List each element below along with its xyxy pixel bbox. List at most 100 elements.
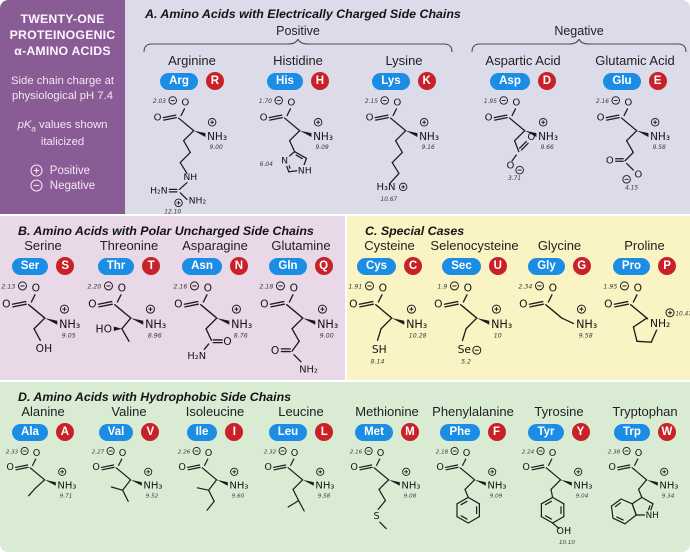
svg-text:H₂N: H₂N [150, 186, 168, 197]
code-badges: Thr T [97, 256, 161, 276]
svg-text:10.67: 10.67 [381, 197, 398, 203]
svg-text:O: O [527, 132, 535, 143]
chemical-structure-cys: 1.91 O O NH₃ 10.28 SH 8.14 [348, 281, 427, 365]
one-letter-code-badge: K [417, 72, 436, 90]
svg-text:NH₃: NH₃ [59, 318, 80, 331]
amino-acid-card-cys: Cysteine Cys C 1.91 O O NH₃ 10.28 SH 8.14 [347, 238, 432, 377]
section-a-groups: Positive Arginine Arg R 2.03 O O NH₃ 9.00 NH H₂N NH… [125, 24, 690, 218]
amino-acid-name: Selenocysteine [430, 238, 519, 253]
one-letter-code-badge: C [404, 257, 423, 275]
svg-text:10.10: 10.10 [559, 540, 575, 546]
amino-acid-card-gln: Glutamine Gln Q 2.18 O O NH₃ 9.00 O NH₂ [258, 238, 344, 377]
svg-text:9.58: 9.58 [653, 145, 666, 151]
svg-text:OH: OH [556, 526, 571, 537]
amino-acid-card-gly: Glycine Gly G 2.34 O O NH₃ 9.58 [517, 238, 602, 377]
svg-text:2.32: 2.32 [264, 449, 277, 455]
code-badges: Tyr Y [528, 422, 590, 442]
amino-acid-name: Valine [111, 404, 147, 419]
section-b-polar-uncharged: B. Amino Acids with Polar Uncharged Side… [0, 216, 345, 380]
sidebar-title: TWENTY-ONE PROTEINOGENIC α-AMINO ACIDS [7, 12, 118, 60]
svg-text:9.34: 9.34 [662, 493, 675, 499]
svg-text:O: O [260, 297, 268, 310]
svg-text:NH₂: NH₂ [189, 196, 207, 207]
svg-text:O: O [608, 462, 616, 473]
svg-text:O: O [378, 281, 386, 294]
svg-text:2.13: 2.13 [1, 284, 15, 291]
group-cards: Aspartic Acid Asp D 1.95 O O NH₃ 9.66 O O 3.71 Glut… [467, 53, 690, 218]
code-badges: Ser S [11, 256, 75, 276]
code-badges: Met M [355, 422, 419, 442]
amino-acid-name: Tryptophan [612, 404, 678, 419]
amino-acid-name: Leucine [278, 404, 324, 419]
svg-text:NH₃: NH₃ [487, 481, 506, 492]
svg-text:9.05: 9.05 [62, 333, 76, 340]
chemical-structure-gly: 2.34 O O NH₃ 9.58 [518, 281, 597, 339]
chemical-structure-arg: 2.03 O O NH₃ 9.00 NH H₂N NH₂ 12.10 [150, 96, 227, 216]
svg-text:O: O [506, 160, 514, 171]
svg-text:O: O [377, 448, 385, 459]
svg-text:5.2: 5.2 [461, 359, 471, 366]
three-letter-code-badge: Phe [440, 423, 480, 441]
svg-text:10.28: 10.28 [408, 333, 426, 340]
svg-text:NH₃: NH₃ [659, 481, 678, 492]
code-badges: Pro P [612, 256, 677, 276]
sidebar-title-line1: TWENTY-ONE [20, 12, 105, 26]
amino-acid-card-phe: Phenylalanine Phe F 2.18 O O NH₃ 9.09 [430, 404, 516, 547]
amino-acid-card-leu: Leucine Leu L 2.32 O O NH₃ 9.58 [258, 404, 344, 547]
three-letter-code-badge: Asp [490, 72, 530, 90]
svg-text:O: O [606, 155, 614, 166]
chemical-structure-ser: 2.13 O O NH₃ 9.05 OH [1, 281, 80, 355]
svg-text:2.16: 2.16 [173, 284, 187, 291]
svg-text:2.34: 2.34 [518, 284, 532, 291]
svg-text:O: O [178, 462, 186, 473]
three-letter-code-badge: Arg [160, 72, 198, 90]
three-letter-code-badge: Gln [269, 257, 307, 275]
one-letter-code-badge: S [56, 257, 75, 275]
one-letter-code-badge: N [229, 257, 248, 275]
svg-text:O: O [204, 281, 212, 294]
pka-note-rest: values shown italicized [35, 118, 108, 148]
amino-acid-card-sec: Selenocysteine Sec U 1.9 O O NH₃ 10 Se 5.2 [430, 238, 519, 377]
three-letter-code-badge: Asn [182, 257, 222, 275]
svg-text:NH₃: NH₃ [143, 481, 162, 492]
code-badges: Gln Q [269, 256, 333, 276]
one-letter-code-badge: A [55, 423, 74, 441]
amino-acid-card-his: Histidine His H 1.70 O O NH₃ 9.09 N NH 6.04 [245, 53, 351, 218]
svg-text:O: O [634, 170, 642, 181]
svg-text:2.26: 2.26 [178, 449, 191, 455]
svg-text:O: O [290, 281, 298, 294]
svg-text:O: O [287, 97, 295, 108]
amino-acid-card-trp: Tryptophan Trp W 2.38 O O NH₃ 9.34 NH [602, 404, 688, 547]
three-letter-code-badge: Gly [528, 257, 565, 275]
charge-group-negative: Negative Aspartic Acid Asp D 1.95 O O NH₃ 9.66 O O… [467, 24, 690, 218]
legend-row-negative: Negative [30, 179, 95, 193]
code-badges: Asn N [182, 256, 248, 276]
svg-text:9.66: 9.66 [541, 145, 554, 151]
svg-text:O: O [119, 448, 127, 459]
pka-subscript: a [31, 124, 36, 134]
charge-group-label: Negative [554, 24, 604, 38]
section-c-title: C. Special Cases [365, 224, 465, 238]
svg-text:O: O [6, 462, 14, 473]
section-d-hydrophobic: D. Amino Acids with Hydrophobic Side Cha… [0, 382, 690, 552]
svg-text:6.04: 6.04 [260, 162, 273, 168]
amino-acid-name: Glycine [537, 238, 582, 253]
group-brace [143, 39, 453, 53]
one-letter-code-badge: U [488, 257, 507, 275]
amino-acid-card-val: Valine Val V 2.27 O O NH₃ 9.52 [86, 404, 172, 547]
chemical-structure-gln: 2.18 O O NH₃ 9.00 O NH₂ [259, 281, 338, 375]
svg-text:9.60: 9.60 [232, 493, 245, 499]
svg-text:NH₃: NH₃ [401, 481, 420, 492]
one-letter-code-badge: V [141, 423, 160, 441]
svg-text:2.24: 2.24 [522, 449, 535, 455]
svg-text:9.09: 9.09 [316, 145, 329, 151]
amino-acid-card-glu: Glutamic Acid Glu E 2.16 O O NH₃ 9.58 O O 4.15 [579, 53, 690, 218]
one-letter-code-badge: P [658, 257, 677, 275]
svg-text:2.18: 2.18 [436, 449, 449, 455]
three-letter-code-badge: Cys [356, 257, 397, 275]
svg-text:O: O [633, 281, 641, 294]
